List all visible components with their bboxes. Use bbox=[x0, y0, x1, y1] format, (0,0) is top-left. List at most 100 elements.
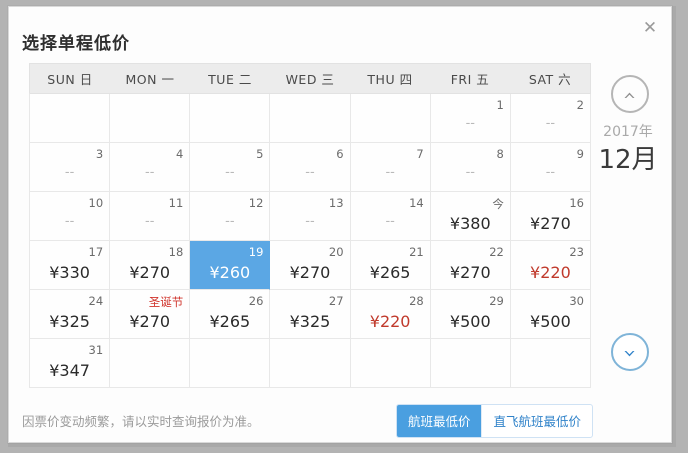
day-number: 12 bbox=[248, 196, 264, 210]
day-price: ¥270 bbox=[449, 263, 491, 282]
price-mode-button[interactable]: 航班最低价 bbox=[396, 405, 482, 437]
calendar-day-cell[interactable]: 2 -- bbox=[510, 94, 591, 143]
calendar-day-cell[interactable]: 6 -- bbox=[270, 143, 351, 192]
day-number: 11 bbox=[168, 196, 184, 210]
calendar-day-cell[interactable]: 28 ¥220 bbox=[350, 290, 431, 339]
calendar-day-cell[interactable]: 11 -- bbox=[110, 192, 191, 241]
calendar-day-cell[interactable]: 24 ¥325 bbox=[30, 290, 111, 339]
day-price: -- bbox=[385, 165, 395, 180]
calendar-week-row: 3 -- 4 -- 5 -- 6 -- 7 -- 8 -- 9 -- bbox=[30, 143, 591, 192]
calendar-cell-empty bbox=[270, 94, 351, 143]
day-number: 16 bbox=[569, 196, 584, 210]
weekday-header-cell: THU 四 bbox=[367, 72, 413, 87]
weekday-header-cell: MON 一 bbox=[125, 72, 175, 87]
day-price: -- bbox=[465, 165, 475, 180]
today-label: 今 bbox=[492, 197, 504, 211]
calendar-day-cell[interactable]: 31 ¥347 bbox=[30, 339, 111, 388]
day-price: -- bbox=[64, 165, 75, 180]
day-price: ¥270 bbox=[129, 263, 171, 282]
day-price: -- bbox=[225, 165, 235, 180]
day-number: 28 bbox=[409, 294, 424, 308]
day-number: 23 bbox=[569, 245, 584, 259]
rail-year: 2017年 bbox=[603, 124, 653, 140]
day-number: 10 bbox=[88, 196, 104, 210]
calendar-cell-empty bbox=[270, 339, 351, 388]
calendar-grid: 1 -- 2 -- 3 -- 4 -- 5 -- 6 -- 7 -- 8 -- 9 -- 10 -- 11 -- 12 -- 1… bbox=[29, 93, 591, 388]
day-number: 6 bbox=[336, 147, 344, 161]
calendar-week-row: 31 ¥347 bbox=[30, 339, 591, 388]
price-mode-button[interactable]: 直飞航班最低价 bbox=[481, 405, 592, 437]
day-price: -- bbox=[145, 214, 155, 229]
day-number: 20 bbox=[328, 245, 344, 259]
day-price: -- bbox=[64, 214, 75, 229]
day-number: 29 bbox=[489, 294, 504, 308]
day-number: 4 bbox=[175, 147, 184, 161]
day-price: -- bbox=[305, 214, 315, 229]
calendar-day-cell[interactable]: 20 ¥270 bbox=[270, 241, 351, 290]
calendar-day-cell[interactable]: 13 -- bbox=[270, 192, 351, 241]
calendar: SUN 日 MON 一 TUE 二 WED 三 THU 四 FRI 五 SAT 六 1 -- 2… bbox=[29, 63, 591, 401]
dialog-title: 选择单程低价 bbox=[22, 34, 130, 54]
calendar-day-cell[interactable]: 5 -- bbox=[190, 143, 271, 192]
dialog-footer: 因票价变动频繁，请以实时查询报价为准。 航班最低价 直飞航班最低价 bbox=[9, 398, 671, 442]
day-number: 7 bbox=[416, 147, 424, 161]
day-number: 1 bbox=[496, 98, 504, 112]
calendar-day-cell[interactable]: 23 ¥220 bbox=[510, 241, 591, 290]
calendar-cell-empty bbox=[190, 339, 271, 388]
calendar-day-cell[interactable]: 今 ¥380 bbox=[430, 192, 511, 241]
calendar-day-cell[interactable]: 26 ¥265 bbox=[190, 290, 271, 339]
calendar-day-cell[interactable]: 22 ¥270 bbox=[430, 241, 511, 290]
day-price: -- bbox=[145, 165, 155, 180]
calendar-day-cell[interactable]: 圣诞节 ¥270 bbox=[110, 290, 191, 339]
day-number: 17 bbox=[88, 245, 104, 259]
calendar-day-cell[interactable]: 3 -- bbox=[30, 143, 111, 192]
calendar-day-cell[interactable]: 17 ¥330 bbox=[30, 241, 111, 290]
weekday-header-cell: SUN 日 bbox=[47, 72, 93, 87]
window-shadow-bottom bbox=[8, 443, 676, 447]
calendar-cell-empty bbox=[350, 339, 431, 388]
day-price: ¥325 bbox=[49, 312, 90, 331]
day-number: 26 bbox=[248, 294, 264, 308]
day-number: 19 bbox=[248, 245, 264, 259]
day-number: 24 bbox=[88, 294, 104, 308]
calendar-day-cell[interactable]: 10 -- bbox=[30, 192, 111, 241]
day-price: ¥270 bbox=[530, 214, 571, 233]
close-icon[interactable]: ✕ bbox=[642, 18, 658, 37]
day-price: ¥220 bbox=[530, 263, 571, 282]
day-price: ¥325 bbox=[289, 312, 331, 331]
calendar-day-cell[interactable]: 18 ¥270 bbox=[110, 241, 191, 290]
chevron-down-icon[interactable] bbox=[611, 333, 649, 371]
calendar-cell-empty bbox=[190, 94, 271, 143]
calendar-day-cell[interactable]: 16 ¥270 bbox=[510, 192, 591, 241]
calendar-day-cell[interactable]: 12 -- bbox=[190, 192, 271, 241]
calendar-cell-empty bbox=[110, 94, 191, 143]
calendar-cell-empty bbox=[430, 339, 511, 388]
day-price: -- bbox=[305, 165, 315, 180]
calendar-day-cell[interactable]: 27 ¥325 bbox=[270, 290, 351, 339]
chevron-up-glyph bbox=[623, 89, 636, 102]
calendar-cell-empty bbox=[110, 339, 191, 388]
day-number: 8 bbox=[496, 147, 504, 161]
calendar-day-cell[interactable]: 7 -- bbox=[350, 143, 431, 192]
day-number: 2 bbox=[576, 98, 584, 112]
day-number: 14 bbox=[409, 196, 424, 210]
calendar-day-cell[interactable]: 4 -- bbox=[110, 143, 191, 192]
day-price: ¥220 bbox=[369, 312, 411, 331]
calendar-week-row: 1 -- 2 -- bbox=[30, 94, 591, 143]
calendar-cell-empty bbox=[510, 339, 591, 388]
calendar-day-cell[interactable]: 9 -- bbox=[510, 143, 591, 192]
calendar-day-cell[interactable]: 1 -- bbox=[430, 94, 511, 143]
day-number: 9 bbox=[576, 147, 584, 161]
calendar-day-cell[interactable]: 30 ¥500 bbox=[510, 290, 591, 339]
festival-label: 圣诞节 bbox=[148, 295, 184, 309]
chevron-up-icon[interactable] bbox=[611, 75, 649, 113]
day-number: 3 bbox=[95, 147, 104, 161]
calendar-day-cell[interactable]: 29 ¥500 bbox=[430, 290, 511, 339]
calendar-day-cell[interactable]: 19 ¥260 bbox=[190, 241, 271, 290]
calendar-day-cell[interactable]: 14 -- bbox=[350, 192, 431, 241]
day-price: -- bbox=[225, 214, 235, 229]
calendar-day-cell[interactable]: 8 -- bbox=[430, 143, 511, 192]
calendar-day-cell[interactable]: 21 ¥265 bbox=[350, 241, 431, 290]
day-number: 18 bbox=[168, 245, 184, 259]
